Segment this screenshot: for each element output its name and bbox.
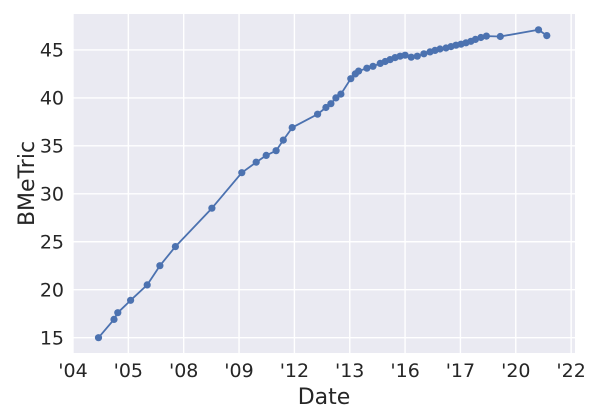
data-point-marker — [369, 62, 377, 70]
data-point-marker — [413, 52, 421, 60]
data-point-marker — [543, 31, 551, 40]
x-tick-label: '17 — [446, 360, 475, 382]
data-point-marker — [238, 169, 246, 177]
data-point-marker — [110, 315, 118, 323]
data-point-marker — [252, 158, 260, 166]
data-point-marker — [401, 51, 409, 59]
x-tick-label: '20 — [501, 360, 530, 382]
data-point-marker — [127, 296, 135, 304]
data-point-marker — [314, 110, 322, 118]
data-series — [94, 26, 551, 342]
y-tick-label: 25 — [40, 231, 64, 253]
data-point-marker — [262, 151, 270, 159]
y-tick-label: 15 — [40, 327, 64, 349]
data-point-marker — [337, 90, 345, 98]
data-point-marker — [322, 103, 330, 112]
data-point-marker — [272, 147, 280, 155]
data-point-marker — [347, 75, 355, 83]
data-point-marker — [496, 32, 504, 41]
x-axis-tick-labels: '04 '05 '08 '09 '12 '13 '16 '17 '20 '22 — [58, 360, 586, 382]
data-point-marker — [114, 309, 122, 317]
x-tick-label: '09 — [224, 360, 253, 382]
y-axis-tick-labels: 15 20 25 30 35 40 45 — [40, 40, 64, 350]
x-tick-label: '22 — [556, 360, 585, 382]
x-tick-label: '13 — [335, 360, 364, 382]
y-tick-label: 45 — [40, 40, 64, 62]
y-tick-label: 30 — [40, 183, 64, 205]
x-tick-label: '05 — [114, 360, 143, 382]
x-tick-label: '08 — [169, 360, 198, 382]
plot-area — [73, 14, 575, 353]
y-tick-label: 40 — [40, 88, 64, 110]
data-point-marker — [143, 281, 151, 289]
data-point-marker — [534, 26, 543, 34]
data-point-marker — [355, 67, 363, 75]
x-tick-label: '12 — [280, 360, 309, 382]
data-point-marker — [156, 262, 164, 270]
data-point-marker — [288, 124, 296, 132]
gridlines — [72, 14, 575, 353]
data-point-marker — [332, 94, 340, 102]
data-point-marker — [94, 334, 103, 342]
data-point-marker — [477, 33, 485, 42]
data-point-marker — [363, 64, 371, 72]
data-point-marker — [407, 53, 415, 61]
data-point-marker — [482, 32, 490, 40]
data-point-marker — [327, 100, 335, 108]
x-tick-label: '04 — [58, 360, 87, 382]
data-point-marker — [420, 50, 428, 58]
data-point-marker — [279, 136, 287, 144]
data-point-marker — [208, 204, 216, 212]
data-point-marker — [436, 45, 444, 53]
x-axis-label: Date — [298, 385, 351, 410]
y-tick-label: 20 — [40, 279, 64, 301]
data-point-marker — [471, 35, 479, 44]
y-tick-label: 35 — [40, 136, 64, 158]
y-axis-label: BMeTric — [15, 141, 40, 226]
data-point-marker — [171, 243, 179, 251]
x-tick-label: '16 — [390, 360, 419, 382]
